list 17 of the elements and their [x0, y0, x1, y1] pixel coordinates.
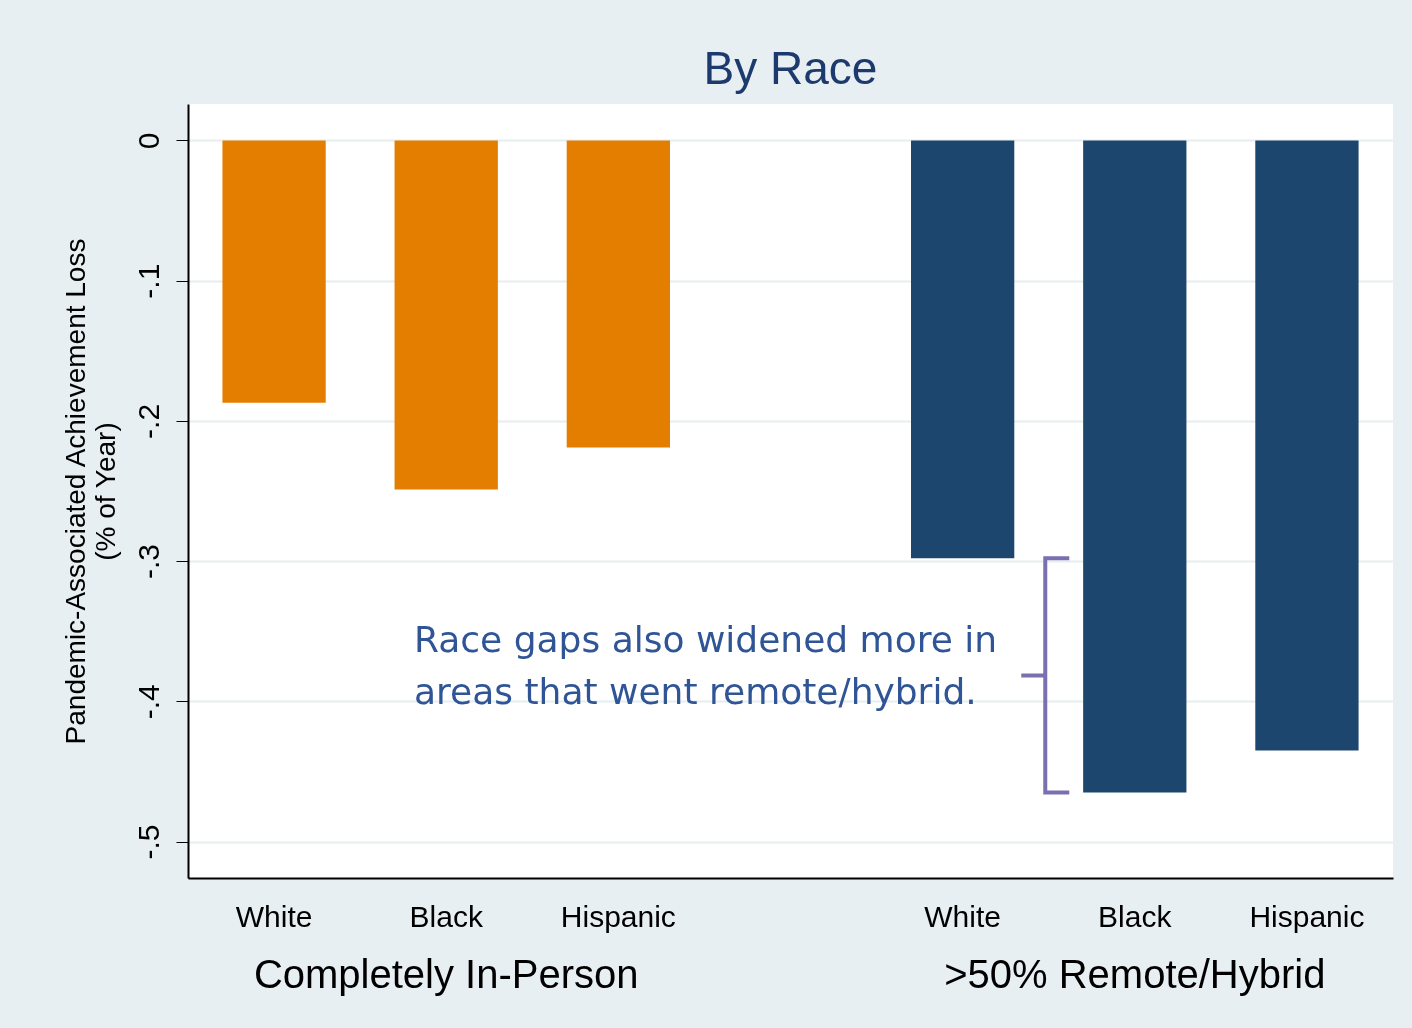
- annotation: Race gaps also widened more in areas that went remote/hybrid.: [414, 619, 998, 712]
- y-tick-label: -.3: [131, 544, 165, 580]
- y-tick-label: 0: [131, 132, 165, 150]
- x-tick-label: Black: [1098, 899, 1173, 933]
- x-tick-label: White: [924, 899, 1001, 933]
- y-tick-label: -.2: [131, 403, 165, 439]
- y-axis-title: Pandemic-Associated Achievement Loss (% of Year): [59, 238, 121, 745]
- y-tick-label: -.4: [131, 684, 165, 720]
- x-tick-label: Hispanic: [560, 899, 676, 933]
- x-tick-label: White: [235, 899, 313, 933]
- chart-title: By Race: [703, 42, 878, 94]
- text: Completely In-Person: [253, 952, 639, 996]
- y-tick-label: -.5: [131, 824, 165, 860]
- x-tick-label: Black: [409, 899, 484, 933]
- text: >50% Remote/Hybrid: [944, 952, 1326, 996]
- x-tick-label: Hispanic: [1249, 899, 1365, 933]
- y-tick-label: -.1: [131, 263, 165, 299]
